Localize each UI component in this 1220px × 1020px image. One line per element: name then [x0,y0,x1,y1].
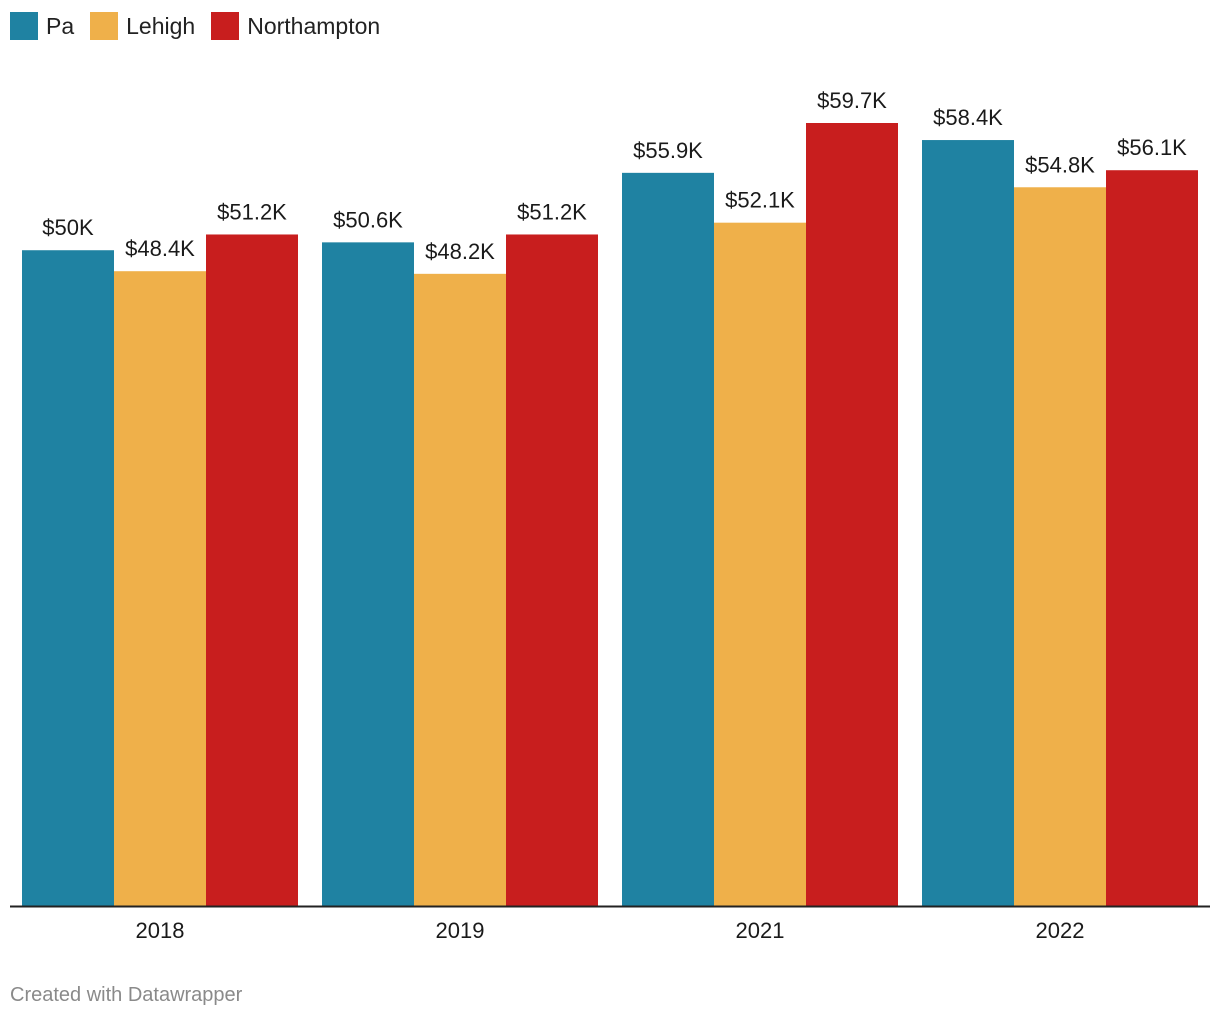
data-label-pa-2021: $55.9K [633,138,703,163]
bar-pa-2022 [922,140,1014,907]
x-tick-label-2022: 2022 [1036,918,1085,943]
data-label-northampton-2019: $51.2K [517,199,587,224]
data-label-lehigh-2022: $54.8K [1025,152,1095,177]
legend-item-pa: Pa [10,12,74,40]
x-tick-label-2018: 2018 [136,918,185,943]
legend: Pa Lehigh Northampton [10,10,396,42]
legend-swatch-northampton [211,12,240,40]
data-label-northampton-2022: $56.1K [1117,135,1187,160]
bar-northampton-2019 [506,234,598,906]
data-label-northampton-2021: $59.7K [817,88,887,113]
bar-pa-2021 [622,172,714,906]
data-label-northampton-2018: $51.2K [217,199,287,224]
bar-pa-2019 [322,242,414,907]
credit-text: Created with Datawrapper [10,984,243,1006]
bar-chart: $50K $48.4K $51.2K 2018 $50.6K $48.2K $51.2K 20… [10,88,1210,943]
legend-label-northampton: Northampton [247,12,381,39]
bar-lehigh-2019 [414,273,506,907]
data-label-pa-2019: $50.6K [333,207,403,232]
legend-swatch-lehigh [90,12,119,40]
bar-northampton-2022 [1106,170,1198,907]
legend-item-northampton: Northampton [211,12,380,40]
data-label-pa-2022: $58.4K [933,105,1003,130]
x-tick-label-2019: 2019 [436,918,485,943]
data-label-lehigh-2021: $52.1K [725,188,795,213]
bar-pa-2018 [22,250,114,907]
bar-northampton-2021 [806,123,898,906]
data-label-pa-2018: $50K [42,215,94,240]
legend-label-lehigh: Lehigh [126,12,196,39]
bar-lehigh-2018 [114,271,206,906]
bar-northampton-2018 [206,234,298,906]
x-tick-label-2021: 2021 [736,918,785,943]
data-label-lehigh-2018: $48.4K [125,236,195,261]
data-label-lehigh-2019: $48.2K [425,239,495,264]
bar-lehigh-2022 [1014,187,1106,906]
legend-item-lehigh: Lehigh [90,12,195,40]
bar-lehigh-2021 [714,222,806,906]
legend-swatch-pa [10,12,38,40]
legend-label-pa: Pa [46,12,75,39]
